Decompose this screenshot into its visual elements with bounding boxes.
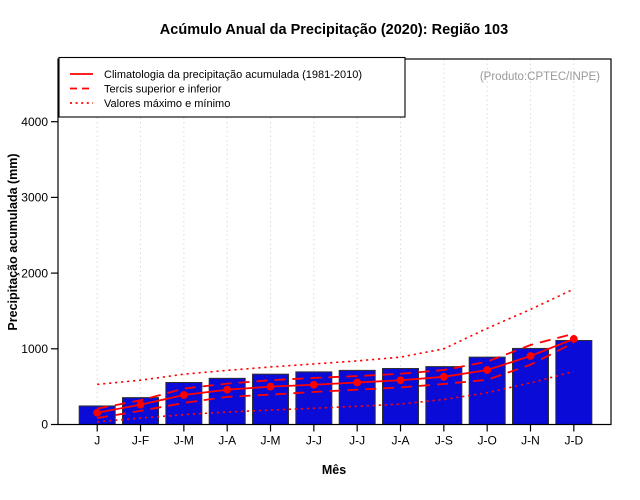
legend: Climatologia da precipitação acumulada (… <box>58 56 406 118</box>
legend-label-max-min: Valores máximo e mínimo <box>104 98 230 110</box>
lines-group <box>93 288 578 423</box>
x-tick-label-J: J <box>94 434 100 448</box>
x-axis-title: Mês <box>322 463 346 477</box>
chart-title: Acúmulo Anual da Precipitação (2020): Re… <box>160 22 508 38</box>
bars-group <box>78 339 593 426</box>
legend-label-terciles: Tercis superior e inferior <box>104 84 222 96</box>
y-tick-label-4000: 4000 <box>21 115 48 129</box>
climatology-point-J-O <box>483 366 492 374</box>
x-tick-label-J-A: J-A <box>218 434 236 448</box>
y-tick-label-2000: 2000 <box>21 266 48 280</box>
climatology-point-J-A <box>223 385 232 394</box>
climatology-point-J-J <box>353 378 362 387</box>
upper-tercile-line <box>97 332 575 410</box>
bar-J-J <box>338 369 376 426</box>
y-tick-label-0: 0 <box>41 418 48 432</box>
maximum-line <box>97 288 575 386</box>
lower-tercile-line <box>97 341 575 419</box>
climatology-point-J-S <box>439 372 448 381</box>
x-tick-label-J-F: J-F <box>132 434 149 448</box>
y-axis-title: Precipitação acumulada (mm) <box>6 153 20 330</box>
x-tick-label-J-A: J-A <box>392 434 410 448</box>
x-tick-label-J-S: J-S <box>435 434 453 448</box>
climatology-line <box>97 338 575 414</box>
climatology-point-J-M <box>179 391 188 399</box>
x-tick-label-J-M: J-M <box>174 434 194 448</box>
climatology-point-J-D <box>569 335 578 343</box>
x-tick-label-J-J: J-J <box>349 434 365 448</box>
x-tick-label-J-O: J-O <box>477 434 496 448</box>
bar-J-M <box>165 381 203 426</box>
x-tick-label-J-D: J-D <box>564 434 583 448</box>
bar-J-M <box>252 373 290 425</box>
x-tick-label-J-J: J-J <box>306 434 322 448</box>
climatology-point-J-M <box>266 382 275 391</box>
axes-group: 0 1000 2000 3000 4000 J J-F J-M J-A J-M J-J J-J J-A J… <box>21 115 583 448</box>
climatology-point-J-F <box>136 400 145 409</box>
y-tick-label-3000: 3000 <box>21 191 48 205</box>
bar-J-A <box>208 377 246 425</box>
x-tick-label-J-M: J-M <box>261 434 281 448</box>
legend-label-climatology: Climatologia da precipitação acumulada (… <box>104 69 362 81</box>
y-tick-label-1000: 1000 <box>21 342 48 356</box>
climatology-point-J-A <box>396 376 405 385</box>
climatology-point-J <box>93 408 102 417</box>
x-tick-label-J-N: J-N <box>521 434 540 448</box>
climatology-point-J-N <box>526 352 535 360</box>
climatology-point-J-J <box>309 380 318 389</box>
legend-box <box>58 56 406 118</box>
producer-watermark: (Produto:CPTEC/INPE) <box>480 71 600 83</box>
bar-J-D <box>555 339 593 425</box>
bar-J-J <box>295 371 333 425</box>
minimum-line <box>97 370 575 423</box>
